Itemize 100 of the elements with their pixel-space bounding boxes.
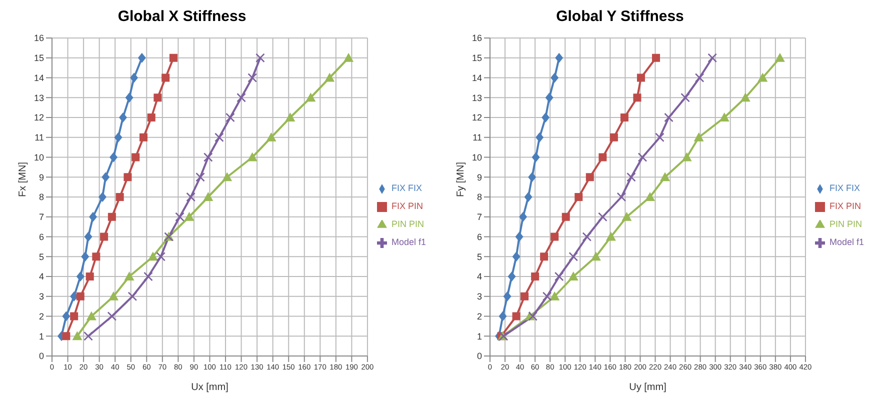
point [100, 232, 108, 241]
point [132, 153, 140, 162]
point [306, 92, 316, 102]
point [344, 52, 354, 62]
point [512, 252, 520, 262]
y-tick-label: 8 [38, 192, 44, 202]
point [124, 272, 134, 280]
point [680, 92, 690, 102]
point [652, 54, 660, 62]
point [740, 92, 750, 102]
point [222, 172, 232, 182]
point [774, 52, 785, 62]
y-tick-label: 6 [38, 232, 44, 242]
y-axis-title: Fy [MN] [456, 162, 467, 197]
y-tick-label: 13 [472, 92, 482, 103]
point [92, 252, 100, 261]
point [125, 92, 134, 103]
legend-label: FIX PIN [391, 201, 423, 211]
legend-label: PIN PIN [391, 219, 424, 229]
point [89, 212, 98, 222]
y-tick-label: 4 [476, 272, 482, 282]
point [147, 114, 156, 122]
point [590, 252, 601, 261]
point [324, 72, 335, 82]
point [524, 192, 532, 202]
point [694, 132, 704, 142]
y-tick-label: 11 [472, 132, 482, 143]
point [81, 252, 90, 262]
point [528, 172, 536, 182]
y-tick-label: 0 [38, 351, 44, 362]
point [154, 94, 162, 102]
point [610, 133, 618, 142]
point [116, 193, 124, 201]
point [203, 192, 214, 201]
point [128, 292, 138, 302]
point [144, 272, 153, 282]
y-tick-label: 1 [476, 331, 482, 342]
point [520, 292, 529, 300]
y-tick-label: 12 [34, 112, 44, 123]
point [84, 331, 93, 341]
legend-label: PIN PIN [829, 219, 862, 229]
y-tick-label: 15 [34, 53, 44, 64]
point [175, 212, 184, 222]
legend-label: Model f1 [829, 237, 864, 247]
point [130, 72, 138, 83]
point [512, 312, 520, 320]
point [124, 173, 132, 182]
point [70, 312, 78, 320]
point [532, 152, 540, 162]
point [266, 132, 276, 142]
point [138, 52, 146, 63]
point [758, 72, 768, 82]
point [620, 114, 628, 122]
point [503, 291, 512, 302]
point [586, 173, 594, 182]
point [247, 152, 258, 162]
point [606, 232, 616, 241]
point [664, 112, 674, 122]
point [162, 74, 170, 82]
legend-label: FIX FIX [829, 183, 860, 193]
point [582, 232, 592, 242]
y-tick-label: 7 [476, 212, 482, 222]
y-tick-label: 7 [38, 212, 44, 222]
point [186, 192, 196, 202]
point [636, 74, 645, 82]
chart-title: Global Y Stiffness [555, 8, 685, 27]
y-tick-label: 9 [38, 172, 44, 182]
point [562, 212, 570, 221]
point [719, 112, 730, 122]
y-tick-label: 2 [38, 311, 44, 322]
point [76, 292, 84, 300]
y-axis-title: Fx [MN] [18, 162, 29, 197]
point [555, 52, 564, 63]
point [156, 252, 166, 262]
point [515, 232, 524, 242]
y-tick-label: 16 [472, 33, 482, 44]
y-tick-label: 0 [476, 351, 482, 362]
point [694, 73, 704, 82]
point [550, 72, 559, 83]
chart-title: Global X Stiffness [116, 8, 248, 27]
legend-label: Model f1 [391, 237, 426, 247]
point [76, 272, 84, 282]
x-axis-title: Uy [mm] [629, 382, 667, 393]
legend-label: FIX FIX [391, 183, 422, 193]
point [62, 311, 70, 322]
point [638, 152, 648, 162]
point [139, 133, 148, 142]
point [169, 54, 178, 62]
y-tick-label: 11 [34, 132, 44, 143]
point [519, 212, 528, 222]
point [682, 152, 692, 162]
point [62, 332, 70, 340]
point [550, 291, 560, 300]
point [531, 272, 540, 280]
y-tick-label: 12 [472, 112, 482, 123]
legend-label: FIX PIN [829, 201, 861, 211]
point [86, 311, 96, 320]
point [114, 132, 122, 142]
y-tick-label: 10 [34, 152, 44, 162]
y-tick-label: 1 [38, 331, 44, 342]
